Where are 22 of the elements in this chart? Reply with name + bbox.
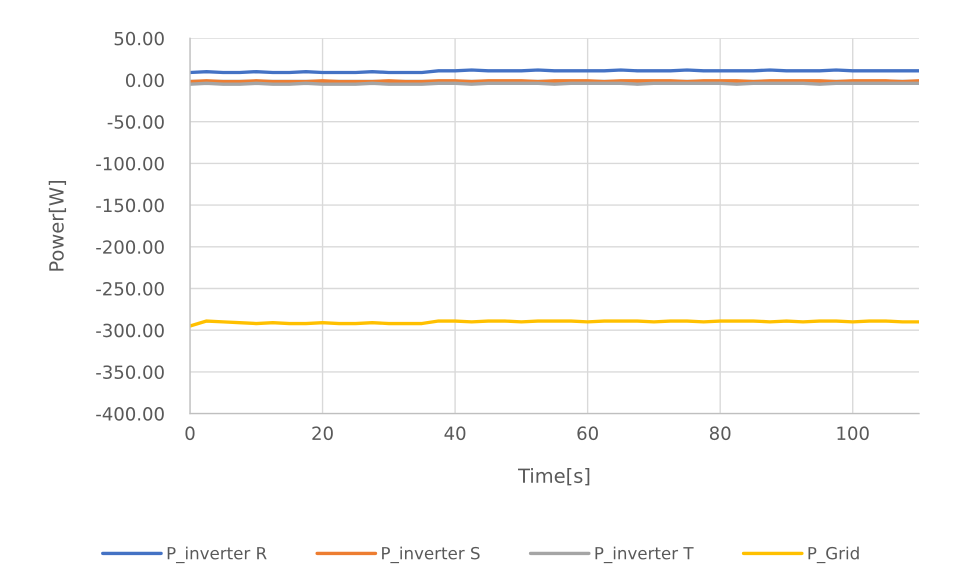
legend-label: P_inverter R <box>168 546 267 564</box>
x-tick-label: 80 <box>710 426 730 440</box>
x-tick-label: 40 <box>444 426 466 440</box>
x-tick-label: 100 <box>837 426 869 440</box>
y-tick-label: -400.00 <box>96 407 164 421</box>
y-axis-title: Power[W] <box>48 181 66 271</box>
y-tick-label: -250.00 <box>96 282 164 296</box>
x-axis-title: Time[s] <box>518 468 590 486</box>
y-tick-label: -150.00 <box>96 198 164 212</box>
legend-label: P_Grid <box>808 546 859 564</box>
y-tick-label: 0.00 <box>126 73 164 88</box>
x-tick-label: 60 <box>577 426 598 440</box>
x-tick-label: 20 <box>312 426 333 440</box>
y-tick-label: -100.00 <box>96 156 164 171</box>
y-tick-label: -50.00 <box>108 115 164 129</box>
y-tick-label: -350.00 <box>96 365 164 380</box>
y-tick-label: -300.00 <box>96 324 164 338</box>
y-tick-label: 50.00 <box>114 32 164 46</box>
y-tick-label: -200.00 <box>96 240 164 254</box>
legend-label: P_inverter T <box>596 546 694 564</box>
x-tick-label: 0 <box>185 426 195 440</box>
legend-label: P_inverter S <box>382 546 480 564</box>
